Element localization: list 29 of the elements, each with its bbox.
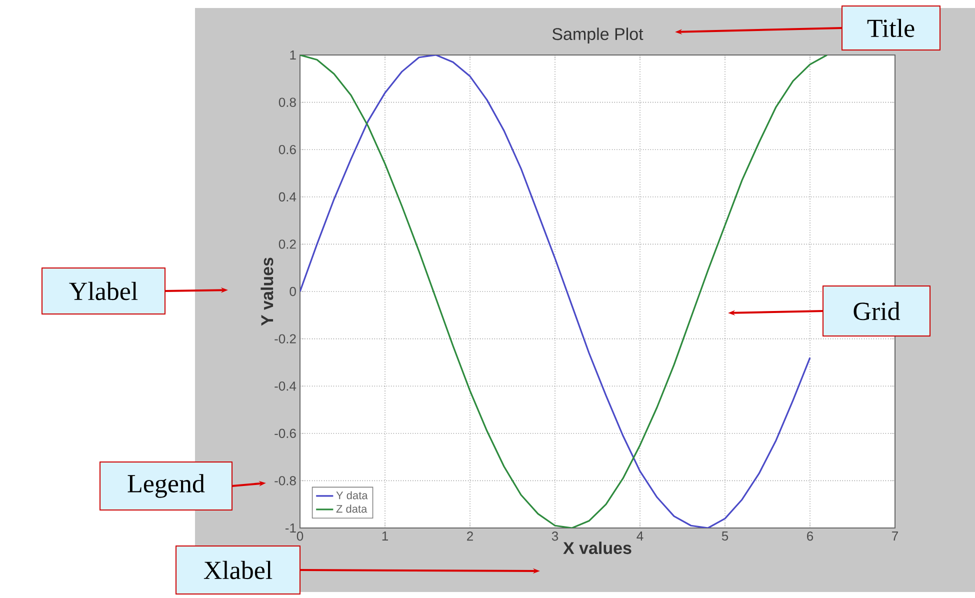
y-axis-title: Y values — [260, 258, 274, 326]
y-tick-label: 0.4 — [278, 192, 296, 202]
legend-label: Y data — [336, 491, 368, 500]
x-tick-label: 7 — [892, 532, 898, 540]
x-tick-label: 4 — [636, 532, 644, 540]
x-tick-label: 6 — [807, 532, 814, 541]
y-tick-label: 0.6 — [278, 144, 296, 154]
y-tick-label: -0.8 — [274, 476, 296, 486]
x-tick-label: 3 — [552, 532, 558, 541]
y-tick-label: -0.6 — [274, 428, 296, 438]
chart-title: Sample Plot — [552, 28, 644, 44]
y-tick-label: 0 — [290, 286, 296, 296]
annotation: Grid — [854, 302, 900, 320]
legend-label: Z data — [336, 504, 368, 513]
y-tick-label: -0.4 — [274, 381, 296, 391]
x-axis-title: X values — [563, 542, 632, 554]
y-tick-label: 0.8 — [278, 98, 296, 107]
y-tick-label: -1 — [285, 524, 296, 532]
text: Title — [867, 18, 914, 38]
text: Legend — [128, 474, 205, 498]
x-tick-label: 1 — [382, 532, 388, 540]
x-tick-label: 5 — [722, 532, 728, 541]
y-tick-label: 0.2 — [278, 240, 296, 249]
x-tick-label: 2 — [467, 532, 473, 541]
text: Ylabel — [69, 282, 138, 300]
y-tick-label: 1 — [290, 50, 296, 60]
text: Xlabel — [204, 560, 272, 580]
y-tick-label: -0.2 — [274, 334, 296, 344]
x-tick-label: 0 — [296, 532, 304, 541]
